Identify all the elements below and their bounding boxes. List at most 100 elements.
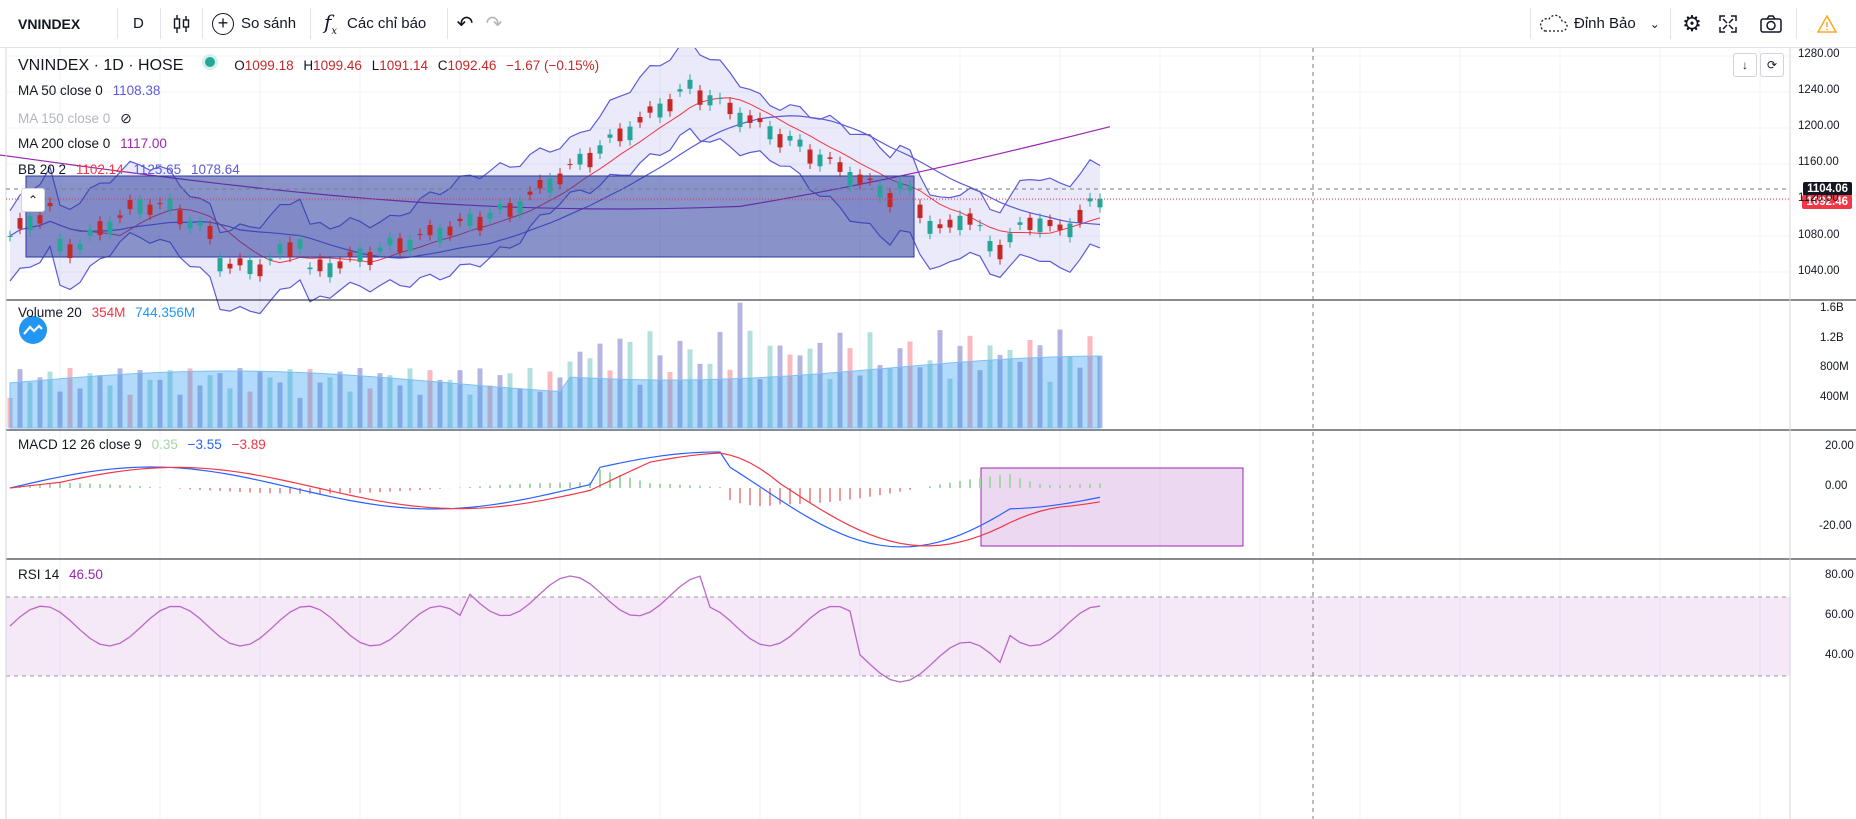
candle-body [207, 226, 213, 240]
volume-legend[interactable]: Volume 20 354M 744.356M [18, 305, 201, 320]
candle-body [817, 154, 823, 167]
bb-upper-value: 1125.65 [133, 162, 182, 177]
candle-body [47, 202, 53, 207]
volume-bar [977, 370, 983, 428]
volume-bar [127, 394, 133, 428]
redo-button[interactable]: ↷ [481, 0, 507, 47]
volume-bar [357, 368, 363, 428]
symbol-button[interactable]: VNINDEX [18, 15, 81, 32]
logo-icon [23, 324, 43, 335]
scroll-to-latest-button[interactable]: ↓ [1733, 53, 1757, 77]
camera-icon [1760, 14, 1782, 33]
rsi-axis-label: 60.00 [1825, 609, 1854, 621]
candle-body [487, 212, 493, 219]
candle-body [647, 106, 653, 113]
volume-ma-value: 744.356M [135, 305, 196, 320]
macd-histogram-value: 0.35 [151, 437, 178, 452]
candle-body [867, 178, 873, 181]
volume-bar [907, 341, 913, 428]
volume-bar [637, 384, 643, 428]
candle-body [797, 139, 803, 147]
ma50-legend[interactable]: MA 50 close 0 1108.38 [18, 83, 166, 98]
ma200-value: 1117.00 [120, 136, 167, 151]
candle-body [407, 239, 413, 251]
symbol-title[interactable]: VNINDEX · 1D · HOSE [18, 57, 184, 74]
rsi-legend[interactable]: RSI 14 46.50 [18, 567, 109, 582]
ma150-legend[interactable]: MA 150 close 0 ⊘ [18, 110, 138, 127]
volume-bar [937, 330, 943, 428]
volume-bar [237, 368, 243, 428]
hidden-eye-icon[interactable]: ⊘ [120, 110, 132, 126]
volume-bar [1077, 367, 1083, 428]
candle-body [1077, 209, 1083, 223]
volume-bar [837, 332, 843, 428]
volume-axis-label: 1.2B [1820, 332, 1844, 344]
compare-button[interactable]: + So sánh [212, 0, 296, 47]
last-price-tag: 1092.46 [1802, 195, 1852, 209]
volume-bar [417, 394, 423, 428]
ma200-label: MA 200 close 0 [18, 136, 111, 151]
collapse-legend-button[interactable]: ⌃ [21, 188, 45, 212]
price-axis-label: 1200.00 [1798, 120, 1840, 132]
warning-button[interactable] [1812, 0, 1842, 47]
candle-body [547, 178, 553, 193]
volume-bar [577, 351, 583, 428]
rsi-line [9, 575, 1101, 683]
chart-canvas[interactable] [0, 48, 1856, 819]
bb-legend[interactable]: BB 20 2 1102.14 1125.65 1078.64 [18, 162, 246, 177]
open-label: O [234, 58, 245, 73]
volume-bar [287, 369, 293, 428]
settings-button[interactable]: ⚙ [1674, 0, 1710, 47]
macd-axis-label: 20.00 [1825, 440, 1854, 452]
volume-bar [797, 355, 803, 428]
candle-body [897, 182, 903, 190]
volume-bar [147, 379, 153, 428]
candle-body [467, 213, 473, 226]
chart-area[interactable]: VNINDEX · 1D · HOSE O1099.18 H1099.46 L1… [0, 48, 1856, 819]
high-label: H [303, 58, 314, 73]
volume-bar [257, 371, 263, 428]
screenshot-button[interactable] [1753, 0, 1789, 47]
warning-icon [1817, 14, 1837, 33]
candle-body [507, 203, 513, 217]
volume-bar [737, 302, 743, 428]
reset-chart-button[interactable]: ⟳ [1760, 53, 1784, 77]
volume-bar [307, 369, 313, 428]
indicators-button[interactable]: fx Các chỉ báo [324, 0, 426, 47]
candle-body [337, 261, 343, 269]
candle-body [1057, 224, 1063, 231]
indicators-label: Các chỉ báo [347, 15, 427, 32]
close-label: C [437, 58, 448, 73]
volume-bar [687, 349, 693, 428]
volume-bar [1037, 345, 1043, 428]
candle-body [657, 103, 663, 118]
volume-bar [987, 345, 993, 428]
candle-body [807, 149, 813, 164]
undo-button[interactable]: ↶ [452, 0, 478, 47]
candle-body [107, 221, 113, 234]
open-value: 1099.18 [244, 58, 294, 73]
candle-body [37, 215, 43, 224]
template-dropdown[interactable]: Đỉnh Bảo ⌄ [1538, 0, 1660, 47]
tradingview-logo[interactable] [19, 316, 47, 344]
volume-bar [477, 368, 483, 428]
volume-bar [917, 367, 923, 428]
redo-icon: ↷ [485, 13, 503, 35]
ma200-legend[interactable]: MA 200 close 0 1117.00 [18, 136, 173, 151]
fullscreen-button[interactable] [1710, 0, 1746, 47]
chart-type-button[interactable] [170, 0, 194, 47]
volume-bar [1007, 349, 1013, 428]
candle-body [1007, 233, 1013, 243]
volume-bar [1027, 339, 1033, 428]
candle-body [517, 201, 523, 214]
volume-bar [697, 363, 703, 428]
rsi-label: RSI 14 [18, 567, 60, 582]
candle-body [1087, 198, 1093, 202]
candle-body [237, 258, 243, 266]
interval-button[interactable]: D [133, 15, 144, 32]
macd-legend[interactable]: MACD 12 26 close 9 0.35 −3.55 −3.89 [18, 437, 272, 452]
volume-bar [537, 391, 543, 428]
volume-bar [657, 355, 663, 428]
toolbar-divider [310, 8, 311, 39]
volume-bar [607, 370, 613, 428]
